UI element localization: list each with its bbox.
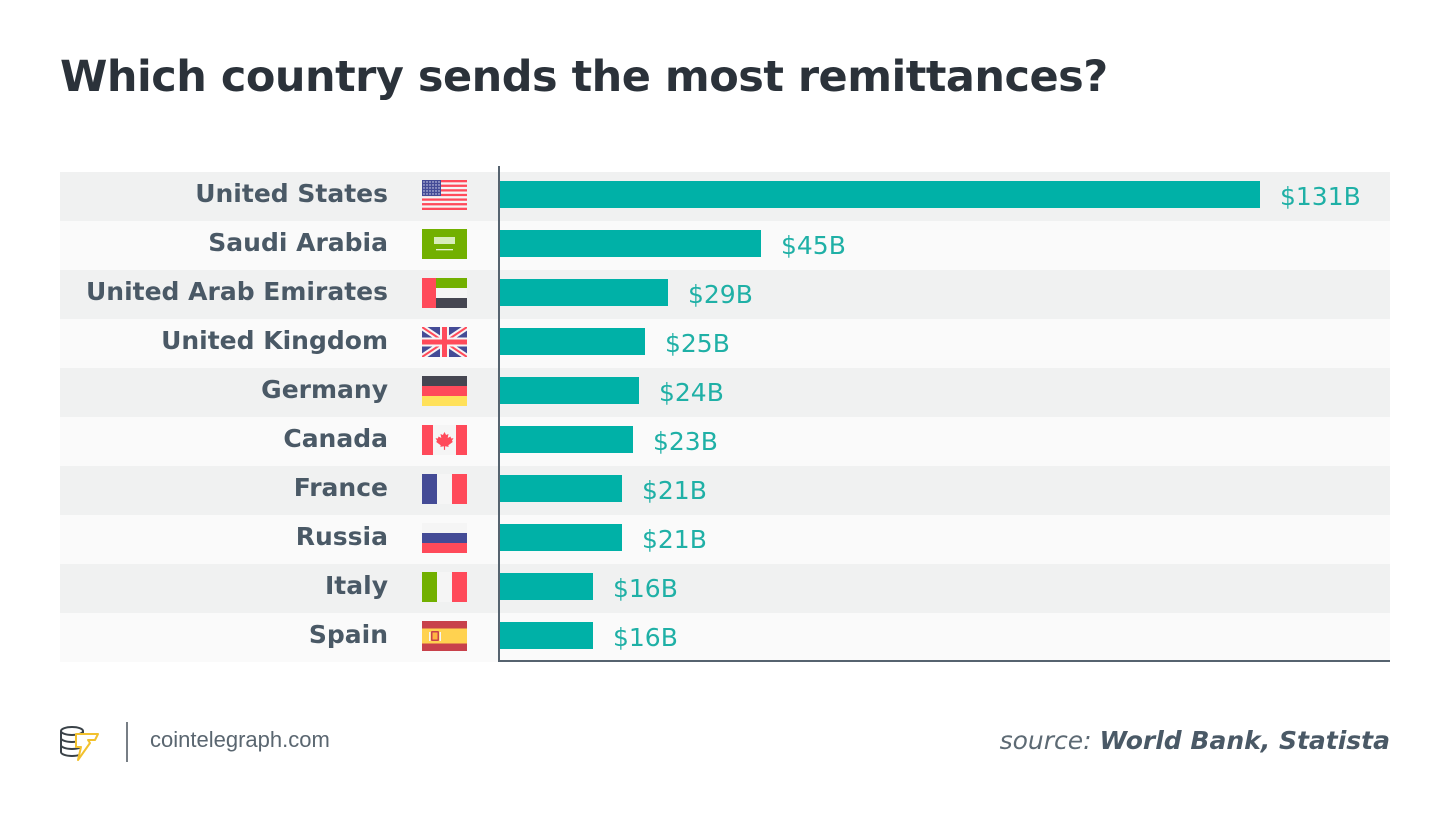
footer-divider [126,722,128,762]
bar [500,279,668,306]
category-label: Canada [283,424,388,453]
category-label: Saudi Arabia [208,228,388,257]
saudi-arabia-flag-icon [422,229,467,259]
category-label: Spain [308,620,388,649]
bar [500,328,645,355]
bar-value-label: $45B [781,231,846,260]
bar [500,181,1260,208]
cointelegraph-logo-icon [58,722,104,762]
category-label: France [293,473,388,502]
germany-flag-icon [422,376,467,406]
bar-value-label: $24B [659,378,724,407]
france-flag-icon [422,474,467,504]
bar [500,230,761,257]
chart-row: United Arab Emirates $29B [60,270,1390,319]
canada-flag-icon [422,425,467,455]
bar-value-label: $21B [642,476,707,505]
bar-value-label: $16B [613,574,678,603]
chart-row: United States $131B [60,172,1390,221]
bar-value-label: $16B [613,623,678,652]
uk-flag-icon [422,327,467,357]
bar [500,377,639,404]
chart-title: Which country sends the most remittances… [60,52,1108,102]
bar-value-label: $131B [1280,182,1361,211]
site-link[interactable]: cointelegraph.com [150,727,330,752]
chart-row: Canada $23B [60,417,1390,466]
bar [500,622,593,649]
chart-row: Italy $16B [60,564,1390,613]
russia-flag-icon [422,523,467,553]
italy-flag-icon [422,572,467,602]
category-label: United States [195,179,388,208]
chart-row: Saudi Arabia $45B [60,221,1390,270]
bar [500,426,633,453]
chart-row: Germany $24B [60,368,1390,417]
source-label: source: [999,726,1100,755]
source-value: World Bank, Statista [1099,726,1390,755]
uae-flag-icon [422,278,467,308]
category-label: Russia [295,522,388,551]
chart-row: Spain $16B [60,613,1390,662]
us-flag-icon [422,180,467,210]
y-axis-line [498,166,500,662]
bar-value-label: $23B [653,427,718,456]
category-label: United Kingdom [161,326,388,355]
bar-value-label: $21B [642,525,707,554]
bar-value-label: $29B [688,280,753,309]
category-label: Italy [325,571,388,600]
category-label: United Arab Emirates [85,277,388,306]
bar-value-label: $25B [665,329,730,358]
bar [500,524,622,551]
bar-chart: Spain $16B Italy $16B Russia $21B France $21B Ca… [60,166,1390,662]
spain-flag-icon [422,621,467,651]
chart-row: Russia $21B [60,515,1390,564]
x-axis-line [498,660,1390,662]
bar [500,573,593,600]
chart-row: United Kingdom $25B [60,319,1390,368]
chart-row: France $21B [60,466,1390,515]
source-credit: source: World Bank, Statista [1000,726,1390,755]
category-label: Germany [261,375,388,404]
bar [500,475,622,502]
